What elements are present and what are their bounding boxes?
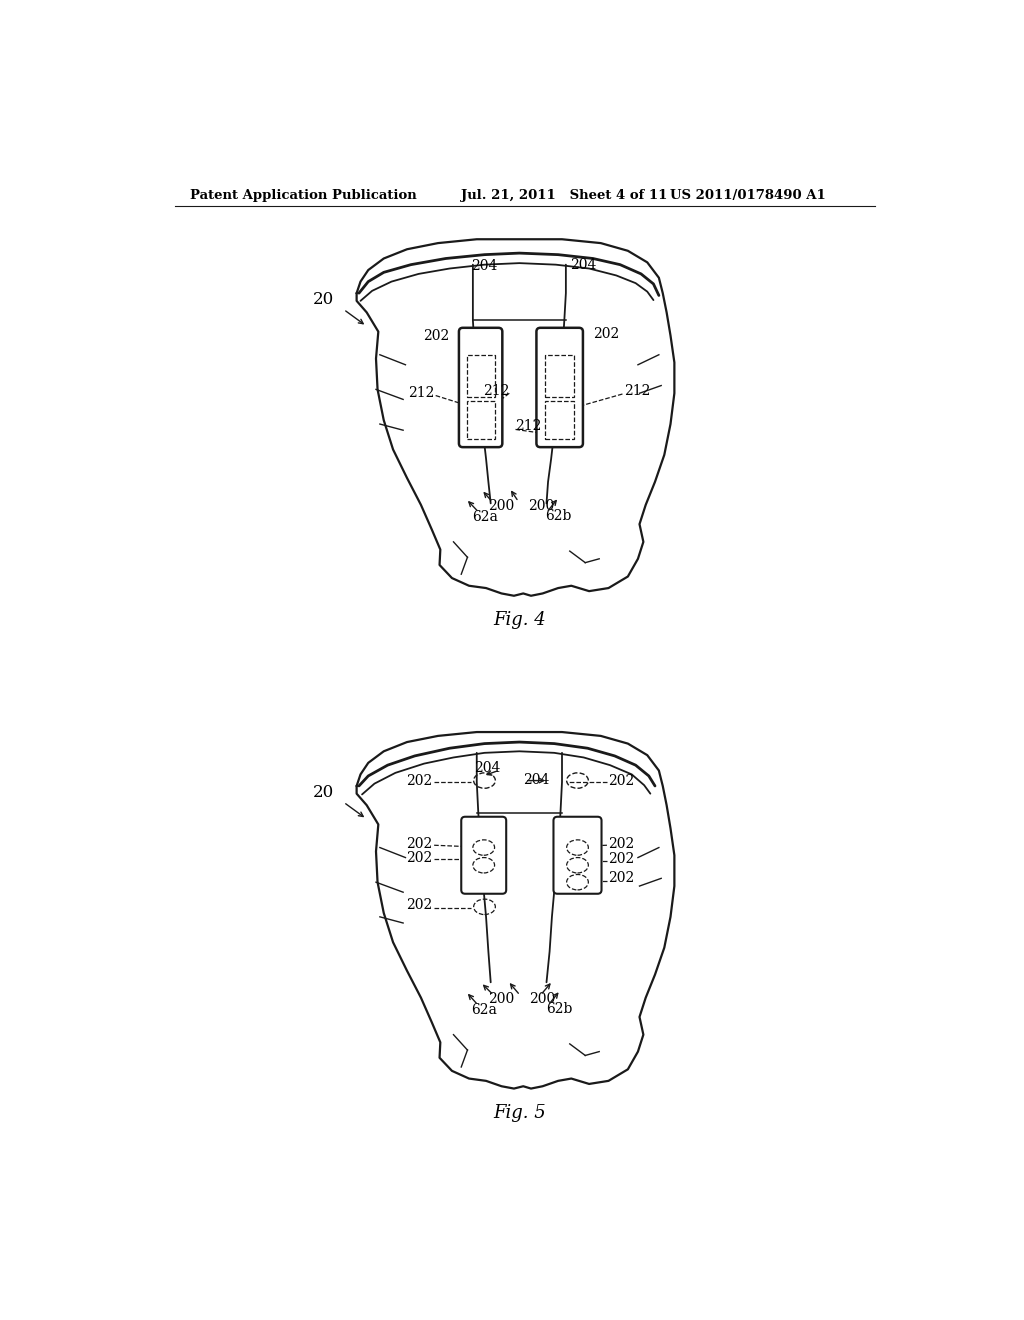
FancyBboxPatch shape <box>554 817 601 894</box>
Text: 200: 200 <box>488 993 515 1006</box>
Text: 200: 200 <box>488 499 515 513</box>
Text: Fig. 4: Fig. 4 <box>493 611 546 630</box>
Text: 20: 20 <box>312 290 334 308</box>
FancyBboxPatch shape <box>461 817 506 894</box>
Text: 202: 202 <box>608 871 635 886</box>
Text: 62b: 62b <box>545 510 571 524</box>
Text: 200: 200 <box>528 499 554 513</box>
Text: 202: 202 <box>407 850 432 865</box>
Text: 202: 202 <box>423 329 450 342</box>
FancyBboxPatch shape <box>459 327 503 447</box>
Bar <box>467 355 495 397</box>
Text: 202: 202 <box>608 837 635 850</box>
Text: 204: 204 <box>474 762 500 775</box>
Text: 204: 204 <box>471 259 498 273</box>
Text: 200: 200 <box>529 993 556 1006</box>
Bar <box>545 355 574 397</box>
Text: 62b: 62b <box>547 1002 572 1016</box>
Text: 202: 202 <box>593 327 620 341</box>
Text: 212: 212 <box>624 384 650 397</box>
Text: 204: 204 <box>523 772 550 787</box>
Bar <box>467 401 495 440</box>
Text: 202: 202 <box>608 774 635 788</box>
Text: Fig. 5: Fig. 5 <box>493 1105 546 1122</box>
Text: 204: 204 <box>569 257 596 272</box>
Text: 212: 212 <box>408 387 434 400</box>
Text: 20: 20 <box>312 784 334 801</box>
Text: US 2011/0178490 A1: US 2011/0178490 A1 <box>671 189 826 202</box>
FancyBboxPatch shape <box>537 327 583 447</box>
Text: 202: 202 <box>407 837 432 850</box>
Text: 62a: 62a <box>472 511 499 524</box>
Text: 212: 212 <box>515 420 542 433</box>
Text: 202: 202 <box>407 774 432 788</box>
Text: 202: 202 <box>608 853 635 866</box>
Text: Patent Application Publication: Patent Application Publication <box>190 189 417 202</box>
Text: 202: 202 <box>407 899 432 912</box>
Text: 62a: 62a <box>472 1003 498 1016</box>
Text: Jul. 21, 2011   Sheet 4 of 11: Jul. 21, 2011 Sheet 4 of 11 <box>461 189 668 202</box>
Text: 212: 212 <box>483 384 509 397</box>
Bar <box>545 401 574 440</box>
